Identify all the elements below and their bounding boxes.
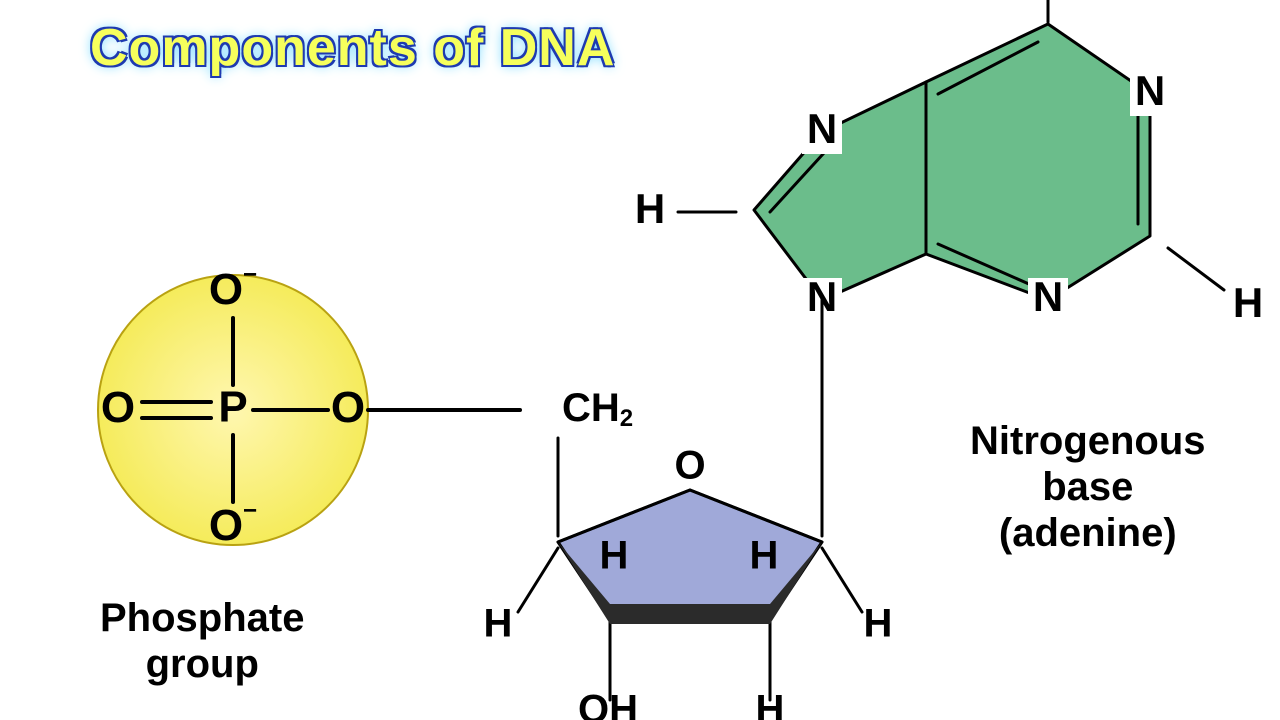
svg-text:OH: OH — [578, 688, 638, 720]
svg-text:H: H — [756, 688, 785, 720]
sugar-ring: O CH2 H H H H OH H — [484, 300, 893, 720]
adenine-base: NNNNHH — [635, 0, 1263, 326]
svg-text:N: N — [1135, 67, 1165, 114]
svg-text:H: H — [1233, 279, 1263, 326]
phosphate-label-l2: group — [146, 642, 259, 686]
svg-text:CH2: CH2 — [562, 386, 633, 433]
svg-text:O: O — [331, 383, 365, 432]
svg-text:N: N — [1033, 273, 1063, 320]
phosphate-label: Phosphate group — [100, 595, 304, 687]
base-label: Nitrogenous base (adenine) — [970, 418, 1206, 556]
svg-text:H: H — [864, 602, 893, 646]
svg-text:O: O — [674, 444, 705, 488]
svg-text:H: H — [635, 185, 665, 232]
phosphate-label-l1: Phosphate — [100, 596, 304, 640]
svg-text:O: O — [101, 383, 135, 432]
svg-text:H: H — [750, 534, 779, 578]
base-label-l1: Nitrogenous — [970, 419, 1206, 463]
svg-text:H: H — [484, 602, 513, 646]
svg-text:H: H — [600, 534, 629, 578]
svg-text:N: N — [807, 105, 837, 152]
base-label-l2: base — [1042, 465, 1133, 509]
phosphate-group: PO−O−OO — [98, 262, 520, 550]
base-label-l3: (adenine) — [999, 511, 1177, 555]
svg-text:P: P — [218, 383, 247, 432]
diagram-stage: Components of DNA NNNNHHPO−O−OOOCH2HHHHO… — [0, 0, 1280, 720]
